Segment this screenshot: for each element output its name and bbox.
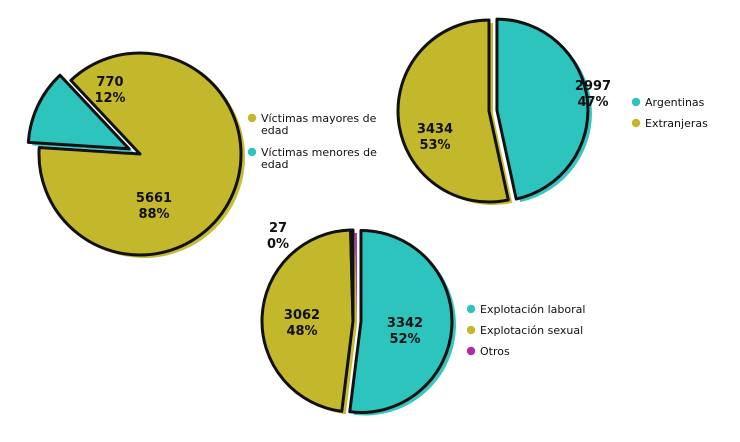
legend-label: Argentinas bbox=[645, 96, 705, 109]
legend-label: Víctimas menores de bbox=[261, 146, 377, 159]
slice-argentinas bbox=[495, 17, 592, 203]
legend-item-otros: Otros bbox=[466, 345, 510, 358]
slice-victimas-menores-de-edad-value-label: 770 bbox=[96, 75, 123, 90]
legend-label: Explotación sexual bbox=[480, 324, 583, 337]
slice-extranjeras-value-label: 3434 bbox=[417, 122, 453, 137]
slice-argentinas-percent-label: 47% bbox=[577, 95, 608, 110]
slice-victimas-mayores-de-edad-value-label: 5661 bbox=[136, 191, 172, 206]
slice-victimas-menores-de-edad bbox=[26, 73, 134, 152]
slice-explotacion-laboral bbox=[348, 228, 456, 416]
slice-extranjeras bbox=[396, 18, 513, 206]
slice-explotacion-laboral-value-label: 3342 bbox=[387, 316, 423, 331]
slice-explotacion-sexual-value-label: 3062 bbox=[284, 308, 320, 323]
legend-swatch bbox=[247, 147, 257, 157]
legend-swatch bbox=[631, 97, 641, 107]
slice-extranjeras-percent-label: 53% bbox=[419, 138, 450, 153]
legend-item-explotacion-laboral: Explotación laboral bbox=[466, 303, 585, 316]
legend-label: Explotación laboral bbox=[480, 303, 585, 316]
legend-label: Otros bbox=[480, 345, 510, 358]
legend-label: Víctimas mayores de bbox=[261, 112, 377, 125]
legend-label: edad bbox=[261, 124, 288, 137]
slice-explotacion-sexual-percent-label: 48% bbox=[286, 324, 317, 339]
legend-item-extranjeras: Extranjeras bbox=[631, 117, 708, 130]
slice-victimas-mayores-de-edad bbox=[37, 51, 245, 259]
slice-otros bbox=[349, 228, 357, 324]
slice-argentinas-value-label: 2997 bbox=[575, 79, 611, 94]
legend-label: Extranjeras bbox=[645, 117, 708, 130]
legend-swatch bbox=[466, 304, 476, 314]
slice-otros-percent-label: 0% bbox=[267, 237, 289, 252]
slice-victimas-menores-de-edad-percent-label: 12% bbox=[94, 91, 125, 106]
legend-label: edad bbox=[261, 158, 288, 171]
legend-swatch bbox=[631, 118, 641, 128]
slice-explotacion-laboral-percent-label: 52% bbox=[389, 332, 420, 347]
slice-otros-value-label: 27 bbox=[269, 221, 287, 236]
slice-explotacion-sexual bbox=[260, 228, 357, 415]
legend-swatch bbox=[247, 113, 257, 123]
legend-item-explotacion-sexual: Explotación sexual bbox=[466, 324, 583, 337]
legend-item-argentinas: Argentinas bbox=[631, 96, 705, 109]
slice-victimas-mayores-de-edad-percent-label: 88% bbox=[138, 207, 169, 222]
legend-swatch bbox=[466, 325, 476, 335]
legend-swatch bbox=[466, 346, 476, 356]
